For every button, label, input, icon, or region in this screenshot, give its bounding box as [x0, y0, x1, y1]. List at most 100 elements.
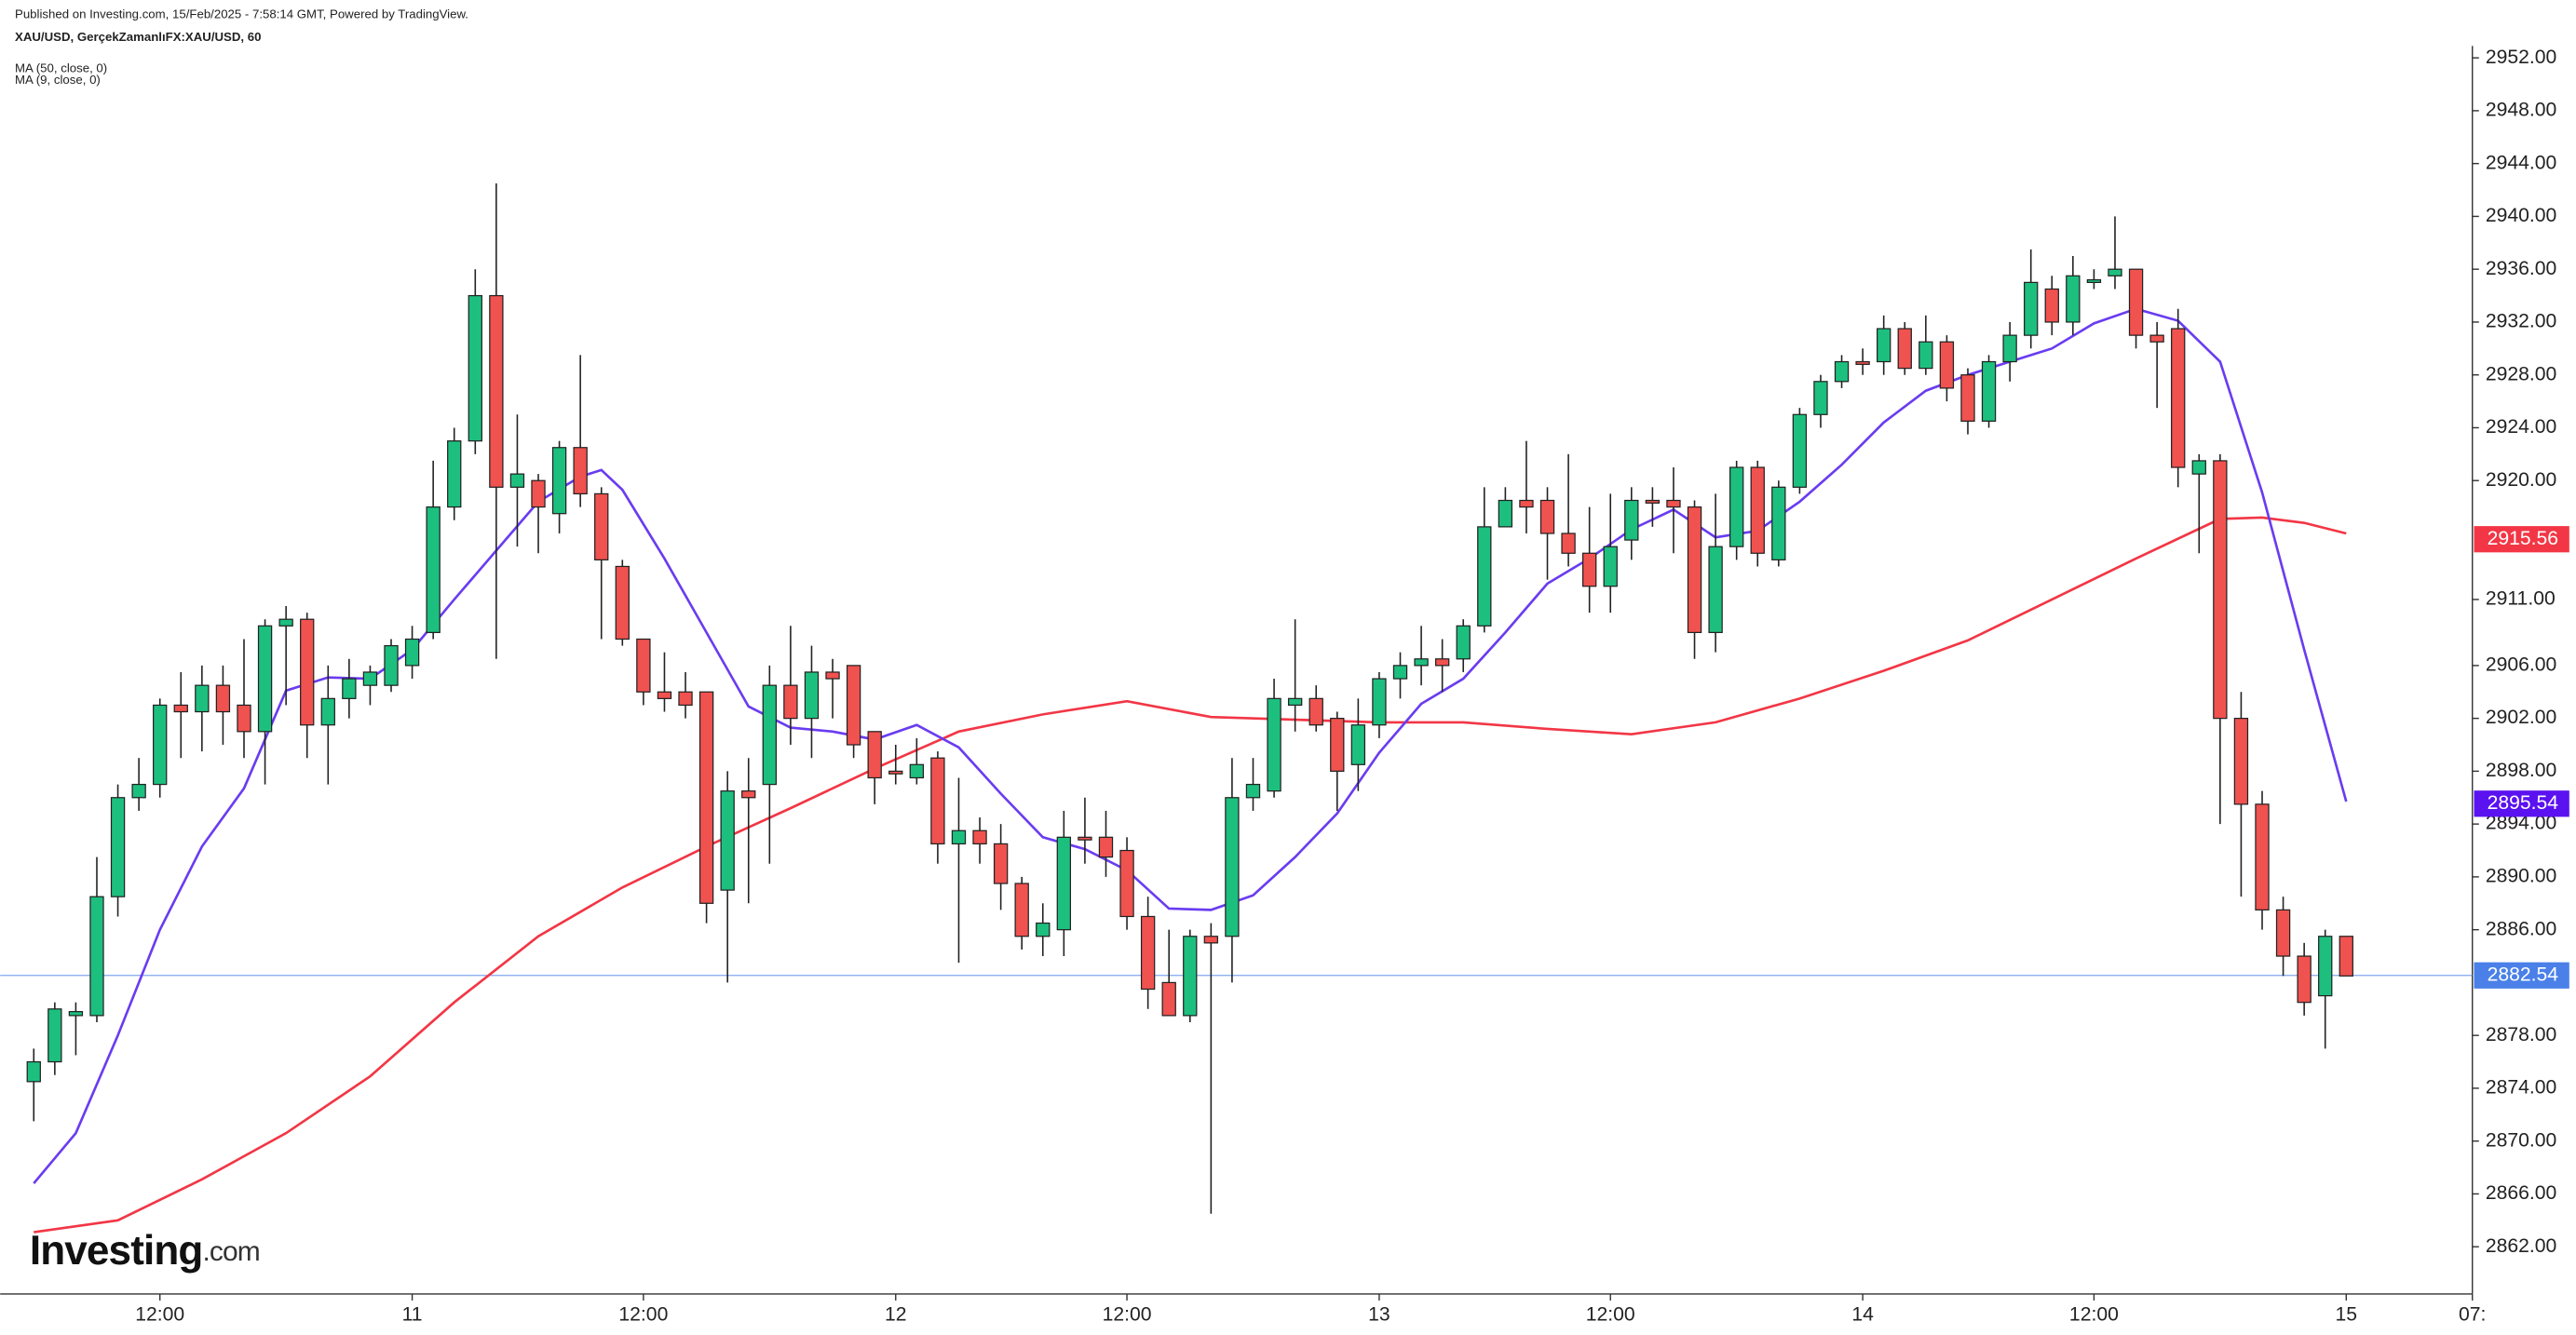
candle-body — [1183, 936, 1198, 1017]
candle-body — [1687, 506, 1702, 634]
price-label: 2882.54 — [2488, 964, 2559, 985]
candle-body — [930, 757, 945, 845]
candle-body — [2171, 328, 2186, 468]
x-tick-label: 13 — [1368, 1303, 1390, 1325]
x-tick-label: 11 — [402, 1303, 423, 1325]
candle-body — [825, 671, 840, 680]
candle-body — [1939, 341, 1955, 389]
candle-body — [1498, 499, 1513, 528]
candle-body — [1813, 381, 1828, 415]
y-tick-label: 2932.00 — [2486, 311, 2556, 332]
candle-body — [1519, 499, 1534, 508]
candle-body — [2086, 278, 2102, 283]
candle-body — [1350, 724, 1366, 765]
candle-body — [257, 625, 273, 733]
y-tick-label: 2886.00 — [2486, 918, 2556, 939]
candle-body — [678, 691, 693, 707]
candle-body — [1561, 533, 1576, 554]
candle-body — [993, 843, 1009, 884]
candle-body — [2108, 268, 2122, 276]
candle-body — [1624, 499, 1639, 541]
candle-body — [1140, 915, 1156, 991]
candle-body — [215, 684, 231, 713]
candle-body — [2255, 803, 2270, 910]
candle-body — [867, 731, 882, 779]
candle-body — [342, 678, 357, 699]
candle-body — [384, 644, 399, 686]
candle-body — [447, 440, 462, 508]
candle-body — [951, 829, 967, 845]
y-tick-label: 2874.00 — [2486, 1077, 2556, 1099]
price-label: 2895.54 — [2488, 792, 2559, 814]
candle-body — [2275, 909, 2291, 957]
x-tick-label: 14 — [1851, 1303, 1874, 1325]
candle-body — [1078, 836, 1092, 841]
x-tick-label: 15 — [2336, 1303, 2358, 1325]
candle-body — [1666, 499, 1681, 508]
candle-body — [1792, 413, 1808, 488]
candle-body — [1918, 341, 1933, 370]
y-tick-label: 2952.00 — [2486, 47, 2556, 68]
candle-body — [657, 691, 672, 699]
candle-body — [1245, 783, 1261, 799]
candle-body — [698, 691, 714, 904]
candle-body — [131, 783, 146, 799]
candle-body — [173, 704, 188, 713]
candle-body — [2024, 281, 2039, 336]
candle-body — [1645, 499, 1661, 504]
candle-body — [2233, 718, 2249, 805]
y-tick-label: 2948.00 — [2486, 100, 2556, 121]
candle-body — [1203, 936, 1219, 944]
candle-body — [68, 1011, 84, 1017]
price-label-box — [2474, 790, 2569, 817]
x-tick-label: 12:00 — [1103, 1303, 1152, 1325]
candle-body — [1056, 836, 1072, 931]
candle-body — [1729, 466, 1744, 547]
candle-body — [509, 473, 525, 488]
candle-body — [720, 790, 735, 891]
candle-body — [1098, 836, 1114, 858]
candle-body — [1771, 486, 1786, 560]
y-tick-label: 2866.00 — [2486, 1182, 2556, 1204]
y-tick-label: 2944.00 — [2486, 152, 2556, 173]
candle-body — [300, 618, 315, 726]
candle-body — [1287, 697, 1303, 707]
y-tick-label: 2902.00 — [2486, 707, 2556, 728]
candle-body — [195, 684, 210, 713]
candle-body — [1477, 526, 1492, 627]
candle-body — [26, 1060, 41, 1083]
x-tick-label: 12:00 — [135, 1303, 184, 1325]
candle-body — [1981, 360, 1997, 422]
candle-body — [2318, 936, 2333, 997]
candle-body — [1877, 328, 1891, 363]
candle-body — [1392, 665, 1408, 680]
candle-body — [531, 479, 546, 508]
candle-body — [489, 294, 504, 488]
candle-body — [2191, 460, 2206, 475]
candle-body — [1855, 360, 1870, 365]
candle-body — [47, 1008, 62, 1063]
candle-body — [1372, 678, 1387, 726]
y-tick-label: 2920.00 — [2486, 469, 2556, 491]
y-tick-label: 2911.00 — [2486, 588, 2556, 610]
candle-body — [1750, 466, 1765, 554]
price-label-box — [2474, 526, 2569, 553]
y-tick-label: 2924.00 — [2486, 416, 2556, 438]
logo: Investing.com — [30, 1227, 260, 1273]
source-note: Published on Investing.com, 15/Feb/2025 … — [15, 7, 468, 20]
candle-body — [2128, 268, 2144, 336]
y-tick-label: 2878.00 — [2486, 1024, 2556, 1045]
candle-body — [804, 671, 820, 720]
candle-body — [909, 763, 925, 779]
candle-body — [153, 704, 168, 786]
candle-body — [615, 565, 630, 641]
candle-body — [110, 797, 126, 897]
candle-body — [1834, 360, 1850, 383]
candle-body — [2066, 275, 2081, 323]
y-tick-label: 2940.00 — [2486, 205, 2556, 226]
ma-line — [34, 516, 2347, 1234]
candle-body — [1036, 922, 1051, 937]
y-tick-label: 2894.00 — [2486, 813, 2556, 834]
